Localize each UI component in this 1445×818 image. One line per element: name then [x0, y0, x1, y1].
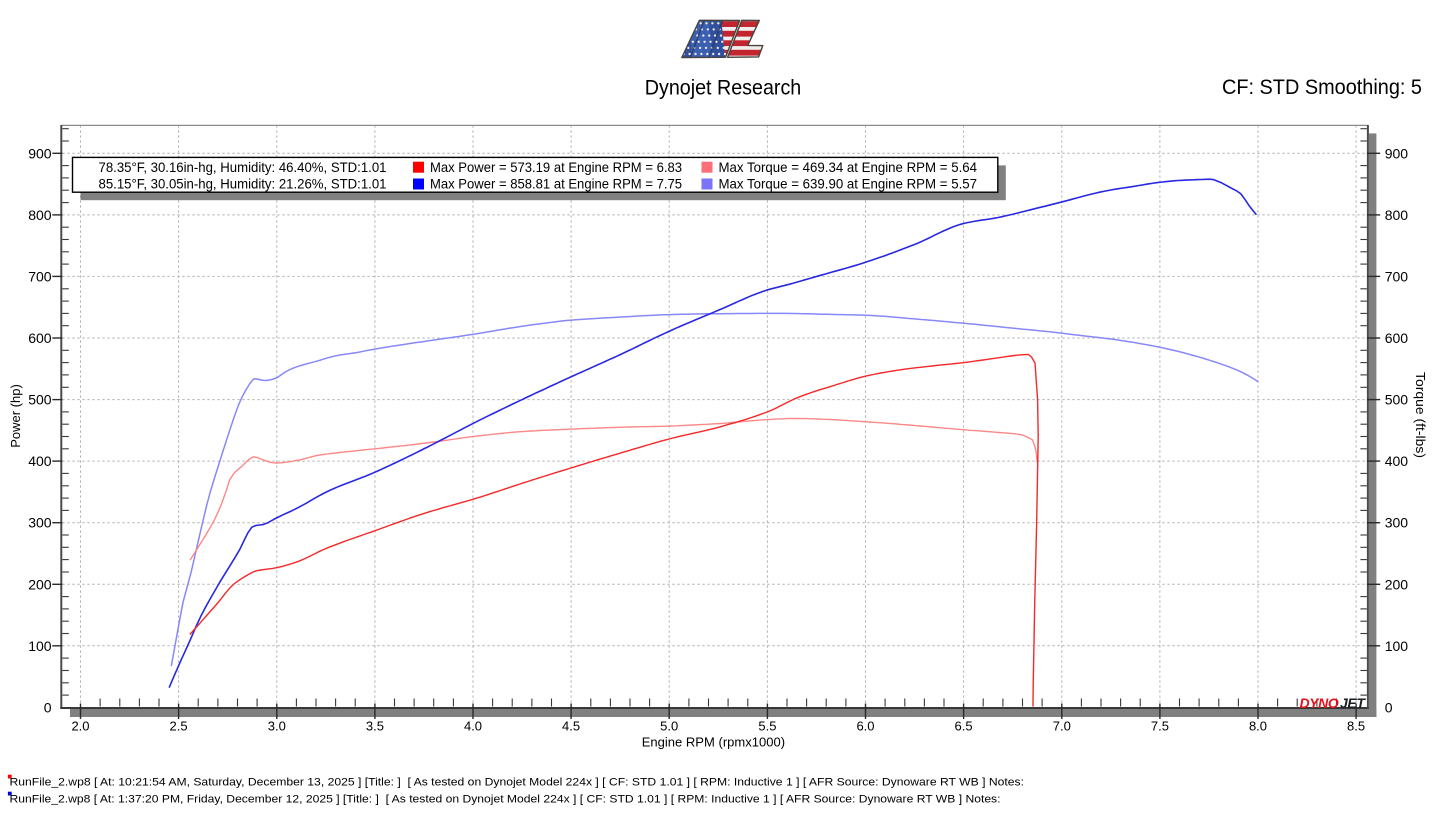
svg-text:Max Power = 858.81 at Engine R: Max Power = 858.81 at Engine RPM = 7.75: [430, 175, 682, 191]
svg-text:8.5: 8.5: [1347, 719, 1365, 734]
svg-text:800: 800: [1385, 207, 1409, 223]
svg-text:Torque (ft-lbs): Torque (ft-lbs): [1413, 372, 1428, 458]
svg-text:500: 500: [1385, 392, 1409, 408]
svg-text:400: 400: [1385, 453, 1409, 469]
svg-text:7.0: 7.0: [1053, 719, 1071, 734]
svg-text:100: 100: [1385, 638, 1409, 654]
svg-text:CF: STD Smoothing: 5: CF: STD Smoothing: 5: [1222, 76, 1422, 99]
svg-text:600: 600: [1385, 330, 1409, 346]
svg-text:78.35°F, 30.16in-hg, Humidity:: 78.35°F, 30.16in-hg, Humidity: 46.40%, S…: [99, 159, 387, 175]
svg-text:Dynojet Research: Dynojet Research: [645, 77, 802, 100]
svg-text:700: 700: [1385, 268, 1409, 284]
svg-text:RunFile_2.wp8 [ At: 10:21:54 A: RunFile_2.wp8 [ At: 10:21:54 AM, Saturda…: [10, 776, 1025, 788]
svg-text:600: 600: [28, 330, 52, 346]
svg-text:2.0: 2.0: [71, 719, 89, 734]
svg-text:85.15°F, 30.05in-hg, Humidity:: 85.15°F, 30.05in-hg, Humidity: 21.26%, S…: [99, 175, 387, 191]
svg-text:100: 100: [28, 638, 52, 654]
svg-text:DYNO: DYNO: [1300, 695, 1339, 711]
svg-text:200: 200: [28, 576, 52, 592]
svg-text:500: 500: [28, 392, 52, 408]
svg-text:7.5: 7.5: [1151, 719, 1169, 734]
svg-text:700: 700: [28, 268, 52, 284]
svg-text:Max Power = 573.19 at Engine R: Max Power = 573.19 at Engine RPM = 6.83: [430, 159, 682, 175]
svg-text:6.5: 6.5: [955, 719, 973, 734]
svg-text:3.0: 3.0: [268, 719, 286, 734]
svg-text:400: 400: [28, 453, 52, 469]
svg-text:Engine RPM (rpmx1000): Engine RPM (rpmx1000): [642, 735, 785, 750]
svg-text:5.5: 5.5: [758, 719, 776, 734]
svg-text:Power (hp): Power (hp): [8, 384, 23, 448]
svg-text:4.5: 4.5: [562, 719, 580, 734]
svg-text:2.5: 2.5: [170, 719, 188, 734]
svg-text:0: 0: [1385, 699, 1393, 715]
svg-text:900: 900: [1385, 145, 1409, 161]
svg-text:300: 300: [1385, 515, 1409, 531]
svg-text:900: 900: [28, 145, 52, 161]
svg-text:3.5: 3.5: [366, 719, 384, 734]
svg-text:RunFile_2.wp8 [ At: 1:37:20 PM: RunFile_2.wp8 [ At: 1:37:20 PM, Friday, …: [10, 793, 1001, 805]
svg-text:300: 300: [28, 515, 52, 531]
svg-text:Max Torque = 639.90 at Engine: Max Torque = 639.90 at Engine RPM = 5.57: [719, 175, 978, 191]
svg-text:200: 200: [1385, 576, 1409, 592]
svg-text:Max Torque = 469.34 at Engine: Max Torque = 469.34 at Engine RPM = 5.64: [719, 159, 978, 175]
svg-text:5.0: 5.0: [660, 719, 678, 734]
svg-text:6.0: 6.0: [856, 719, 874, 734]
svg-text:JET: JET: [1340, 695, 1366, 711]
svg-text:800: 800: [28, 207, 52, 223]
svg-text:0: 0: [44, 699, 52, 715]
svg-text:4.0: 4.0: [464, 719, 482, 734]
svg-text:8.0: 8.0: [1249, 719, 1267, 734]
